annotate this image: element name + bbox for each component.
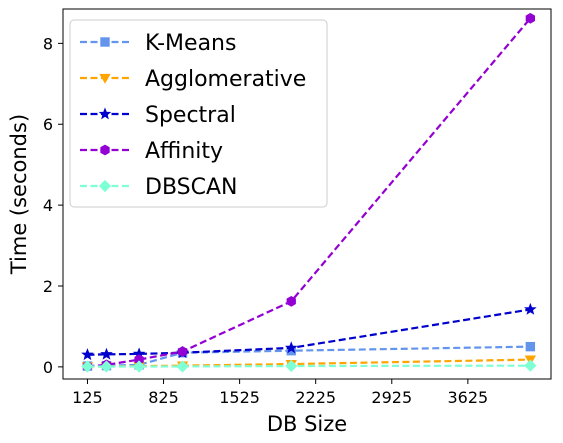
legend-item: Agglomerative — [80, 67, 306, 92]
data-point — [81, 348, 94, 361]
x-tick-label: 3625 — [447, 388, 488, 407]
legend-label: DBSCAN — [145, 175, 237, 200]
y-tick-label: 0 — [43, 358, 53, 377]
x-tick-label: 825 — [148, 388, 179, 407]
data-point — [286, 295, 296, 307]
plot-frame — [62, 8, 552, 380]
legend-item: Affinity — [80, 139, 223, 164]
x-tick-label: 125 — [72, 388, 103, 407]
data-point — [100, 347, 113, 360]
y-tick-label: 6 — [43, 115, 53, 134]
legend-marker — [98, 107, 112, 120]
data-point — [132, 360, 146, 373]
data-point — [525, 341, 536, 352]
legend-item: DBSCAN — [80, 175, 237, 200]
legend-label: Agglomerative — [145, 67, 306, 92]
data-point — [524, 359, 537, 372]
legend-marker — [99, 73, 111, 84]
y-tick-label: 4 — [43, 196, 53, 215]
y-tick-label: 8 — [43, 34, 53, 53]
plot-area — [81, 12, 537, 373]
data-point — [285, 359, 298, 373]
legend-box — [69, 19, 328, 208]
series-dbscan — [81, 359, 537, 373]
legend-marker — [100, 144, 110, 156]
x-tick-label: 1525 — [219, 388, 260, 407]
data-point — [81, 360, 94, 373]
y-axis: 0 2 4 6 8 — [43, 34, 63, 377]
legend-item: Spectral — [80, 103, 236, 128]
x-axis: 125 825 1525 2225 2925 3625 — [72, 379, 488, 407]
legend-label: Spectral — [145, 103, 236, 128]
legend-label: K-Means — [145, 31, 236, 56]
legend-marker — [98, 179, 112, 193]
x-tick-label: 2225 — [295, 388, 336, 407]
y-axis-label: Time (seconds) — [7, 114, 31, 275]
legend: K-Means Agglomerative Spectral Affinity DBSC… — [69, 19, 328, 208]
data-point — [524, 302, 537, 315]
data-point — [176, 360, 189, 373]
legend-item: K-Means — [80, 31, 236, 56]
series-line — [87, 364, 531, 368]
data-point — [100, 360, 113, 373]
x-tick-label: 2925 — [371, 388, 412, 407]
data-point — [525, 12, 536, 24]
data-point — [177, 346, 188, 357]
x-axis-label: DB Size — [267, 412, 347, 436]
y-tick-label: 2 — [43, 277, 53, 296]
data-point — [284, 341, 298, 354]
legend-marker — [100, 37, 110, 47]
legend-label: Affinity — [145, 139, 223, 164]
